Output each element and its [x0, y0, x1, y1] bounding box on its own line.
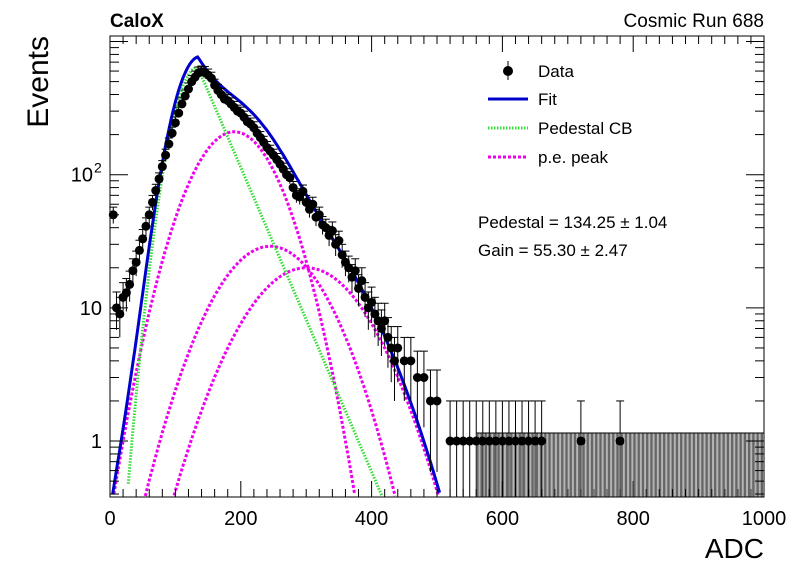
- data-point: [471, 436, 481, 446]
- data-point: [125, 279, 135, 289]
- data-points: [108, 65, 765, 497]
- x-tick-label: 1000: [742, 508, 787, 530]
- legend-label-pe: p.e. peak: [538, 148, 608, 167]
- data-point: [412, 372, 422, 382]
- data-point: [308, 199, 318, 209]
- data-point: [452, 436, 462, 446]
- data-point: [367, 297, 377, 307]
- legend-item-fit: Fit: [488, 90, 557, 109]
- data-point: [298, 186, 308, 196]
- data-point: [510, 436, 520, 446]
- data-point: [389, 356, 399, 366]
- y-tick-label: 1: [91, 431, 102, 453]
- data-point: [465, 436, 475, 446]
- data-point: [183, 84, 193, 94]
- data-point: [380, 316, 390, 326]
- data-point: [458, 436, 468, 446]
- data-point: [373, 316, 383, 326]
- data-point: [327, 226, 337, 236]
- data-point: [115, 309, 125, 319]
- header-left-label: CaloX: [110, 11, 164, 32]
- data-point: [121, 288, 131, 298]
- x-axis-tick-labels: 0 200 400 600 800 1000: [104, 508, 786, 530]
- data-point: [354, 283, 364, 293]
- data-point: [425, 396, 435, 406]
- data-point: [350, 266, 360, 276]
- data-point: [206, 73, 216, 83]
- data-point: [334, 236, 344, 246]
- y-axis-label: Events: [22, 36, 55, 128]
- pe-peak-curve-2: [143, 244, 397, 497]
- data-point: [154, 174, 164, 184]
- data-point: [497, 436, 507, 446]
- data-point: [504, 436, 514, 446]
- data-point: [288, 183, 298, 193]
- data-point: [180, 91, 190, 101]
- gain-annotation: Gain = 55.30 ± 2.47: [478, 241, 628, 260]
- header-right-label: Cosmic Run 688: [624, 11, 764, 32]
- legend: Data Fit Pedestal CB p.e. peak: [488, 61, 633, 167]
- data-point: [484, 436, 494, 446]
- data-point: [134, 245, 144, 255]
- data-point: [177, 99, 187, 109]
- legend-item-pe: p.e. peak: [488, 148, 608, 167]
- data-point: [576, 436, 586, 446]
- data-point: [285, 173, 295, 183]
- data-point: [524, 436, 534, 446]
- data-point: [517, 436, 527, 446]
- data-point: [432, 396, 442, 406]
- data-point: [386, 343, 396, 353]
- y-axis-ticks: [110, 41, 764, 495]
- legend-data-marker: [503, 66, 513, 76]
- data-point: [161, 150, 171, 160]
- data-point: [478, 436, 488, 446]
- legend-label-pedestal: Pedestal CB: [538, 119, 633, 138]
- data-point: [151, 186, 161, 196]
- data-point: [141, 221, 151, 231]
- x-tick-label: 400: [355, 508, 388, 530]
- data-point: [174, 108, 184, 118]
- x-tick-label: 200: [224, 508, 257, 530]
- data-point: [393, 343, 403, 353]
- pedestal-annotation: Pedestal = 134.25 ± 1.04: [478, 213, 667, 232]
- x-axis-label: ADC: [705, 533, 764, 564]
- data-point: [157, 162, 167, 172]
- x-tick-label: 600: [486, 508, 519, 530]
- x-axis-ticks: [109, 36, 765, 497]
- data-point: [167, 128, 177, 138]
- data-point: [383, 332, 393, 342]
- data-point: [615, 436, 625, 446]
- legend-item-pedestal: Pedestal CB: [488, 119, 633, 138]
- data-point: [337, 250, 347, 260]
- data-point: [138, 234, 148, 244]
- data-point: [376, 323, 386, 333]
- data-point: [445, 436, 455, 446]
- data-point: [170, 118, 180, 128]
- data-point: [370, 309, 380, 319]
- data-point: [148, 197, 158, 207]
- data-point: [164, 139, 174, 149]
- legend-label-data: Data: [538, 62, 574, 81]
- data-point: [419, 372, 429, 382]
- data-point: [491, 436, 501, 446]
- legend-label-fit: Fit: [538, 90, 557, 109]
- data-point: [360, 292, 370, 302]
- data-point: [530, 436, 540, 446]
- data-point: [399, 356, 409, 366]
- data-point: [406, 356, 416, 366]
- x-tick-label: 800: [617, 508, 650, 530]
- x-tick-label: 0: [104, 508, 115, 530]
- data-point: [128, 266, 138, 276]
- data-point: [131, 257, 141, 267]
- pe-peak-curve-1: [112, 130, 357, 495]
- legend-item-data: Data: [503, 61, 574, 81]
- y-tick-label-exponent: 2: [94, 160, 102, 176]
- y-tick-label: 10: [80, 298, 102, 320]
- data-point: [144, 210, 154, 220]
- data-point: [537, 436, 547, 446]
- y-tick-label: 10: [71, 165, 93, 187]
